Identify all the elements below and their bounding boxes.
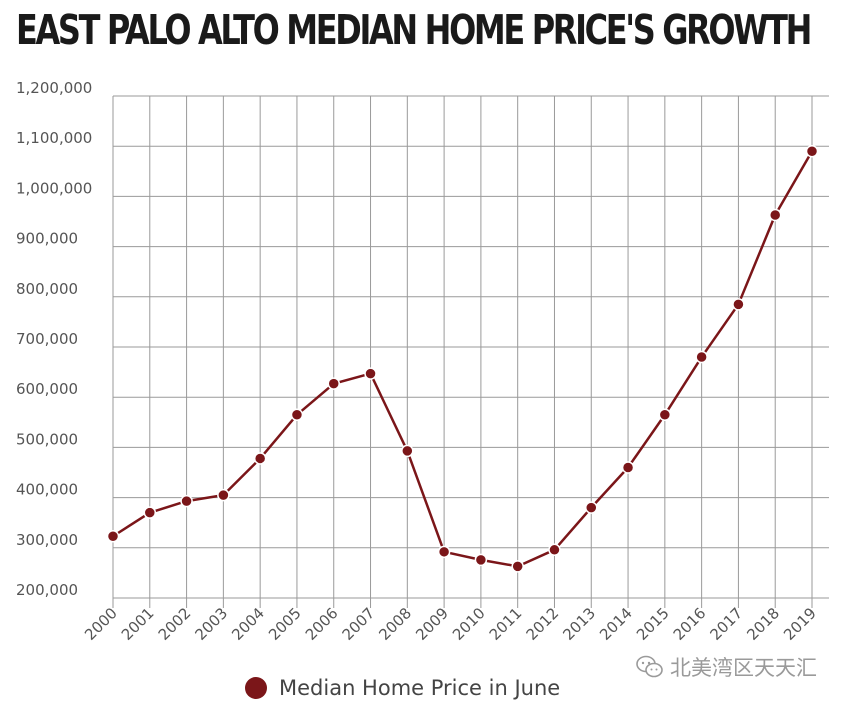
grid-lines [112,95,829,608]
data-point [805,144,819,158]
y-tick-label: 300,000 [16,531,78,549]
x-tick-label: 2000 [81,604,121,644]
x-tick-label: 2012 [523,604,563,644]
x-tick-label: 2015 [633,604,673,644]
x-tick-label: 2009 [412,604,452,644]
y-tick-label: 600,000 [16,380,78,398]
legend-label: Median Home Price in June [279,676,561,700]
data-point [253,452,267,465]
y-tick-label: 1,200,000 [16,79,92,97]
data-point [474,553,488,567]
legend: Median Home Price in June [245,676,560,700]
legend-marker [245,677,267,699]
series-line [112,150,814,568]
data-point [364,367,377,380]
x-tick-label: 2011 [486,604,526,644]
y-tick-label: 900,000 [16,230,78,248]
y-axis-ticks: 200,000 300,000 400,000 500,000 600,000 700,0… [16,79,92,599]
data-point [401,444,414,458]
x-tick-label: 2001 [118,604,158,644]
data-point [732,298,745,311]
data-point [106,530,120,543]
x-axis-ticks: 2000200120022003200420052006200720082009… [81,604,820,644]
data-point [437,545,451,559]
y-tick-label: 1,100,000 [16,129,92,147]
x-tick-label: 2010 [449,604,489,644]
x-tick-label: 2005 [265,604,305,644]
x-tick-label: 2014 [596,604,636,644]
watermark-text: 北美湾区天天汇 [670,656,817,680]
x-tick-label: 2004 [228,604,268,644]
x-tick-label: 2019 [780,604,820,644]
x-tick-label: 2016 [670,604,710,644]
y-tick-label: 200,000 [16,581,78,599]
data-point [585,501,598,514]
y-tick-label: 1,000,000 [16,179,92,197]
x-tick-label: 2013 [559,604,599,644]
chart-title: EAST PALO ALTO MEDIAN HOME PRICE'S GROWT… [16,6,812,54]
x-tick-label: 2006 [302,604,342,644]
y-tick-label: 800,000 [16,280,78,298]
wechat-icon [636,655,663,678]
x-tick-label: 2003 [191,604,231,644]
data-point [511,560,524,573]
data-point [621,461,635,474]
data-point [217,488,230,502]
data-point [143,506,157,519]
series-polyline [112,150,814,568]
y-tick-label: 500,000 [16,430,78,448]
y-tick-label: 700,000 [16,330,78,348]
x-tick-label: 2002 [155,604,195,644]
x-tick-label: 2017 [707,604,747,644]
data-point [290,408,304,422]
y-tick-label: 400,000 [16,481,78,499]
x-tick-label: 2008 [375,604,415,644]
data-points [106,144,819,573]
data-point [180,494,193,508]
data-point [548,543,561,557]
data-point [327,377,340,390]
data-point [695,350,708,364]
watermark: 北美湾区天天汇 [636,652,817,682]
data-point [768,208,782,222]
x-tick-label: 2007 [339,604,379,644]
data-point [658,408,672,422]
x-tick-label: 2018 [743,604,783,644]
